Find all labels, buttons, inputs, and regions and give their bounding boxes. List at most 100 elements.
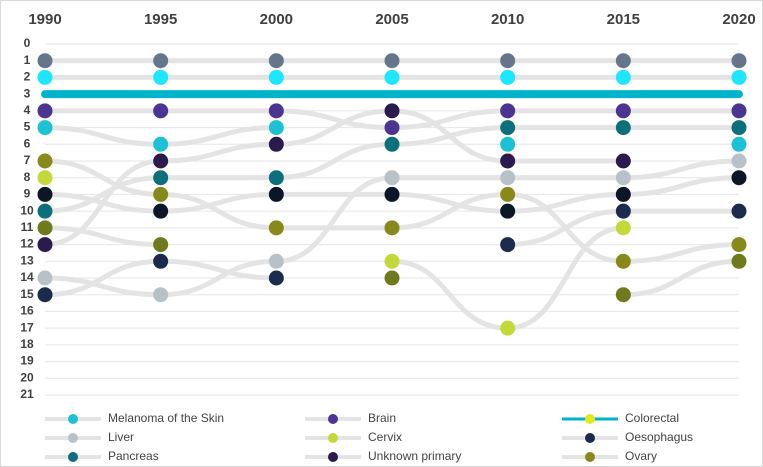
y-tick-label: 17	[20, 320, 34, 334]
point	[615, 287, 631, 303]
point	[37, 120, 53, 136]
series-line	[42, 225, 164, 248]
point	[268, 136, 284, 152]
point	[384, 170, 400, 186]
point	[615, 103, 631, 119]
point	[268, 69, 284, 85]
point	[153, 103, 169, 119]
point	[268, 53, 284, 69]
point	[268, 186, 284, 202]
point	[500, 103, 516, 119]
point	[731, 69, 747, 85]
legend-label: Pancreas	[108, 449, 159, 463]
legend-label: Liver	[108, 430, 134, 444]
point	[731, 203, 747, 219]
y-tick-label: 13	[20, 253, 34, 267]
point	[37, 53, 53, 69]
y-tick-label: 20	[20, 370, 34, 384]
point	[500, 237, 516, 253]
point	[153, 136, 169, 152]
point	[384, 186, 400, 202]
y-tick-label: 16	[20, 304, 34, 318]
point	[37, 186, 53, 202]
point	[615, 170, 631, 186]
point	[153, 203, 169, 219]
point	[500, 203, 516, 219]
point	[615, 203, 631, 219]
point	[37, 153, 53, 169]
point	[731, 120, 747, 136]
point	[500, 320, 516, 336]
point	[153, 287, 169, 303]
point	[731, 153, 747, 169]
point	[615, 220, 631, 236]
point	[153, 170, 169, 186]
x-tick-label: 2000	[260, 11, 293, 28]
point	[731, 237, 747, 253]
x-tick-label: 2015	[607, 11, 640, 28]
point	[500, 136, 516, 152]
point	[37, 170, 53, 186]
point	[153, 53, 169, 69]
point	[268, 170, 284, 186]
point	[384, 136, 400, 152]
point	[153, 186, 169, 202]
y-tick-label: 4	[24, 103, 31, 117]
legend-marker	[585, 433, 595, 443]
y-tick-label: 12	[20, 237, 34, 251]
legend-marker	[585, 414, 595, 424]
point	[384, 103, 400, 119]
y-tick-label: 14	[20, 270, 34, 284]
x-tick-label: 1990	[28, 11, 61, 28]
y-tick-label: 21	[20, 387, 34, 401]
legend-label: Ovary	[625, 449, 657, 463]
point	[731, 53, 747, 69]
y-tick-label: 5	[24, 120, 31, 134]
series-line	[620, 258, 742, 298]
point	[500, 186, 516, 202]
legend-marker	[328, 433, 338, 443]
legend-label: Unknown primary	[368, 449, 461, 463]
y-tick-label: 8	[24, 170, 31, 184]
point	[268, 220, 284, 236]
point	[615, 253, 631, 269]
point	[731, 170, 747, 186]
y-tick-label: 18	[20, 337, 34, 351]
point	[153, 69, 169, 85]
point	[731, 136, 747, 152]
point	[384, 69, 400, 85]
x-tick-label: 2010	[491, 11, 524, 28]
legend-label: Cervix	[368, 430, 402, 444]
x-tick-label: 2005	[375, 11, 408, 28]
point	[731, 103, 747, 119]
legend-marker	[328, 414, 338, 424]
point	[615, 120, 631, 136]
point	[37, 203, 53, 219]
legend-marker	[68, 452, 78, 462]
legend-marker	[328, 452, 338, 462]
point	[384, 220, 400, 236]
point	[500, 153, 516, 169]
point	[615, 153, 631, 169]
point	[500, 170, 516, 186]
y-tick-label: 11	[21, 220, 34, 234]
y-tick-label: 0	[24, 36, 31, 50]
point	[731, 253, 747, 269]
y-tick-label: 2	[24, 70, 31, 84]
y-tick-label: 9	[24, 187, 31, 201]
legend-label: Oesophagus	[625, 430, 693, 444]
legend-label: Colorectal	[625, 411, 679, 425]
point	[37, 237, 53, 253]
point	[268, 270, 284, 286]
y-tick-label: 15	[20, 287, 34, 301]
point	[615, 186, 631, 202]
point	[37, 220, 53, 236]
point	[153, 237, 169, 253]
point	[384, 253, 400, 269]
point	[615, 53, 631, 69]
point	[384, 120, 400, 136]
y-tick-label: 1	[24, 53, 31, 67]
x-tick-label: 2020	[722, 11, 755, 28]
